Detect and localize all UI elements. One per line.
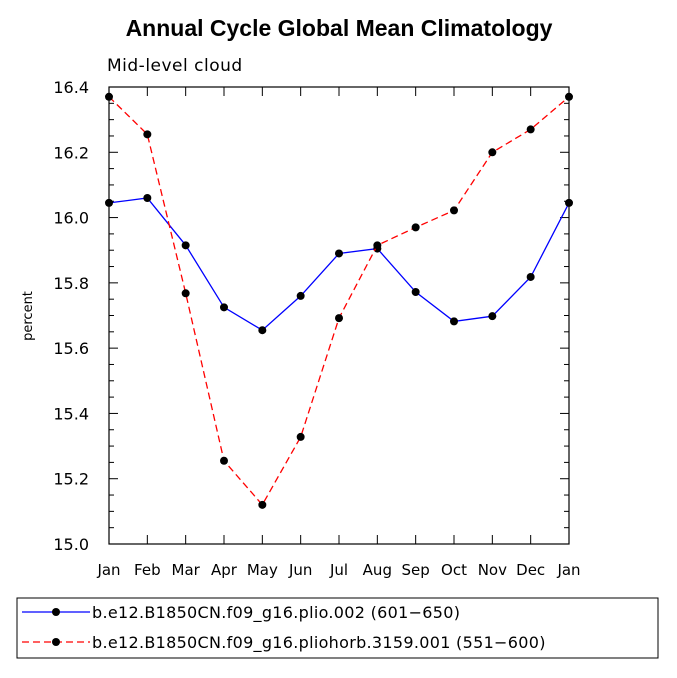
x-tick-label: Mar: [172, 561, 201, 579]
chart-subtitle: Mid-level cloud: [107, 56, 243, 76]
series-2-point: [258, 500, 267, 509]
x-tick-label: Oct: [441, 561, 467, 579]
series-2-point: [105, 92, 113, 101]
series-1-point: [411, 287, 420, 296]
series-2-point: [373, 241, 382, 250]
series-2-point: [181, 289, 190, 298]
series-1-point: [526, 272, 535, 281]
series-1-point: [450, 317, 458, 326]
legend-marker-2: [52, 638, 60, 646]
y-axis-label: percent: [21, 291, 36, 341]
legend: b.e12.B1850CN.f09_g16.plio.002 (601−650)…: [22, 603, 546, 653]
series-1-point: [105, 198, 113, 207]
series-1-point: [181, 241, 190, 250]
y-tick-label: 15.2: [53, 470, 89, 489]
y-tick-label: 16.0: [53, 209, 89, 228]
legend-box: [16, 597, 659, 659]
x-tick-label: Feb: [134, 561, 161, 579]
legend-label-1: b.e12.B1850CN.f09_g16.plio.002 (601−650): [92, 603, 460, 623]
series-1-point: [565, 198, 573, 207]
x-tick-label: Jan: [556, 561, 580, 579]
x-tick-label: Jan: [96, 561, 120, 579]
x-tick-label: Jun: [288, 561, 312, 579]
y-tick-label: 15.4: [53, 404, 89, 423]
x-tick-label: Jul: [329, 561, 348, 579]
series-1-point: [143, 193, 152, 202]
series-1-point: [258, 326, 267, 335]
axis-ticks: Jan Feb Mar Apr May Jun Jul Aug Sep Oct Nov Dec Jan 1…: [53, 78, 580, 579]
y-tick-label: 15.8: [53, 274, 89, 293]
series-2-point: [450, 206, 458, 215]
y-tick-label: 15.6: [53, 339, 89, 358]
legend-marker-1: [52, 608, 60, 616]
series-1-point: [335, 249, 343, 258]
legend-label-2: b.e12.B1850CN.f09_g16.pliohorb.3159.001 …: [92, 633, 546, 653]
series-2-point: [296, 432, 305, 441]
series-2-point: [411, 223, 420, 232]
x-tick-label: Sep: [402, 561, 430, 579]
series-2-point: [565, 92, 573, 101]
x-tick-label: Apr: [211, 561, 238, 579]
series-2-point: [143, 130, 152, 139]
y-tick-label: 15.0: [53, 535, 89, 554]
series-1-point: [220, 303, 228, 312]
series-2-point: [335, 314, 343, 323]
series-2-point: [488, 148, 497, 157]
series-layer: [105, 92, 573, 509]
chart-title: Annual Cycle Global Mean Climatology: [126, 15, 553, 41]
y-tick-label: 16.2: [53, 143, 89, 162]
series-1-point: [296, 291, 305, 300]
x-tick-label: Aug: [363, 561, 392, 579]
series-line-2: [108, 96, 570, 506]
x-tick-label: Nov: [478, 561, 507, 579]
x-tick-label: Dec: [516, 561, 545, 579]
series-2-point: [526, 125, 535, 134]
series-line-1: [108, 197, 570, 332]
x-tick-label: May: [247, 561, 278, 579]
series-1-point: [488, 312, 497, 321]
y-tick-label: 16.4: [53, 78, 89, 97]
series-2-point: [220, 456, 228, 465]
